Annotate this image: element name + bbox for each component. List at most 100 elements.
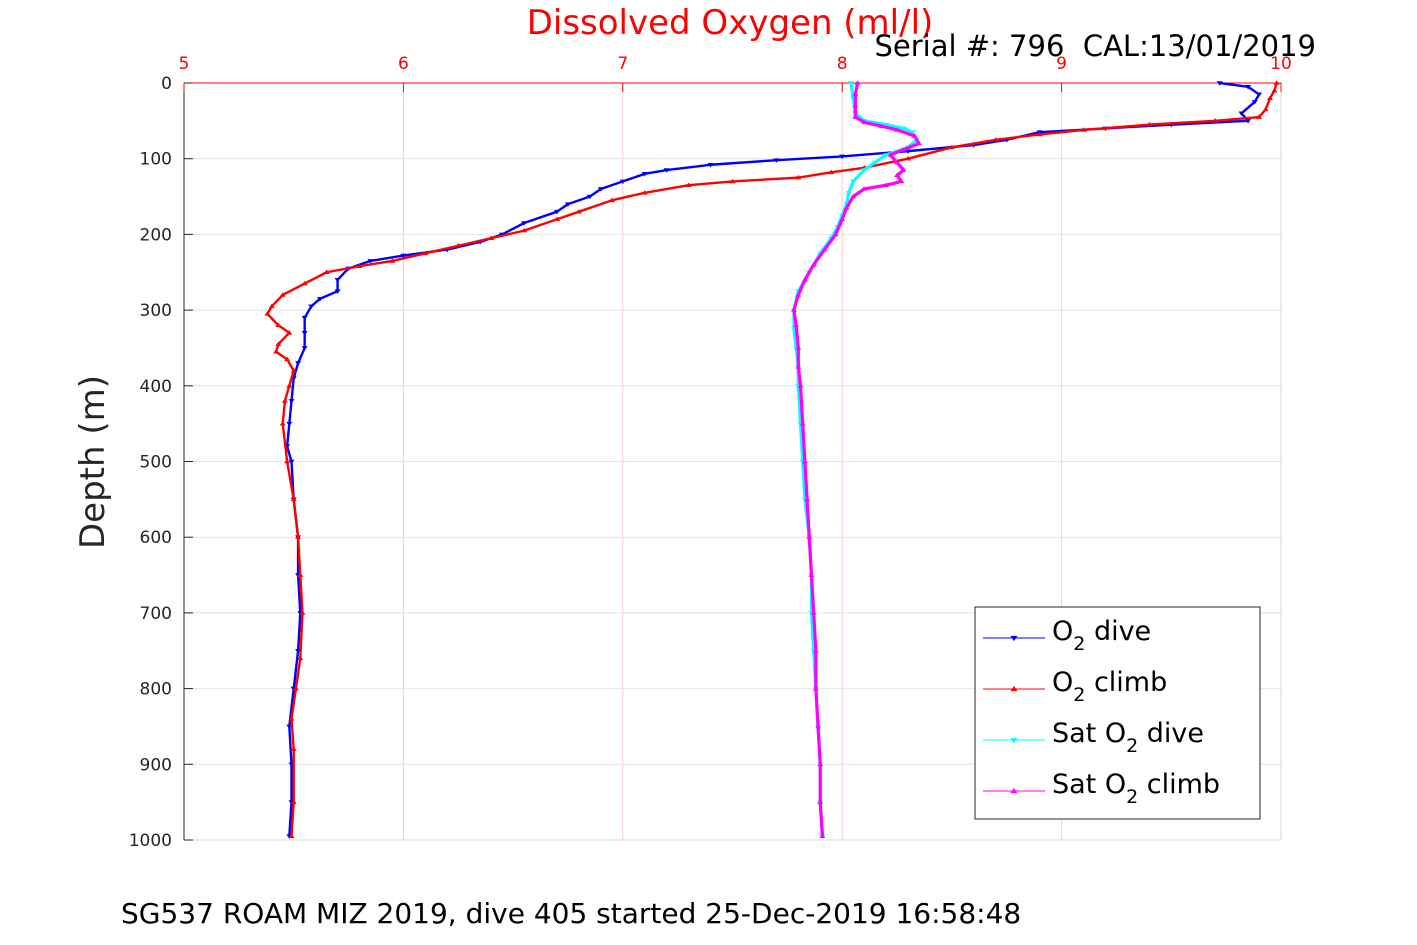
data-point-o2-climb: [608, 197, 615, 203]
data-point-o2-climb: [685, 182, 692, 187]
data-point-sat-o2-climb: [894, 127, 901, 132]
data-point-o2-climb: [295, 534, 302, 539]
data-point-o2-dive: [773, 158, 780, 163]
y-tick-label: 800: [140, 680, 172, 700]
data-point-o2-dive: [301, 315, 308, 321]
data-point-sat-o2-climb: [900, 167, 907, 172]
y-tick-label: 200: [140, 225, 172, 245]
data-point-o2-climb: [1256, 114, 1263, 119]
series-line-sat-o2-climb: [792, 82, 921, 837]
data-point-o2-climb: [299, 610, 306, 615]
data-point-sat-o2-climb: [804, 496, 811, 502]
data-point-sat-o2-climb: [795, 345, 802, 350]
data-point-sat-o2-climb: [900, 146, 907, 152]
series-sat-o2-climb: [790, 80, 922, 839]
data-point-o2-climb: [273, 349, 280, 354]
data-point-sat-o2-dive: [847, 81, 854, 86]
data-point-o2-climb: [1262, 106, 1269, 112]
y-axis-label: Depth (m): [73, 375, 113, 549]
data-point-sat-o2-climb: [799, 420, 806, 426]
y-tick-label: 900: [140, 755, 172, 775]
data-point-o2-dive: [286, 421, 293, 427]
data-point-o2-climb: [521, 227, 528, 233]
data-point-o2-climb: [286, 383, 293, 388]
data-point-o2-climb: [297, 572, 304, 577]
data-point-o2-dive: [553, 209, 560, 215]
data-point-o2-climb: [1212, 118, 1219, 123]
series-line-o2-climb: [266, 82, 1278, 837]
data-point-o2-climb: [1080, 127, 1087, 132]
legend-label-o2-dive: O2 dive: [1052, 616, 1151, 655]
data-point-o2-climb: [268, 303, 275, 309]
x-tick-label: 6: [398, 54, 409, 74]
data-point-sat-o2-dive: [900, 126, 907, 132]
data-point-sat-o2-climb: [819, 833, 826, 839]
data-point-o2-climb: [288, 833, 295, 839]
data-point-o2-climb: [422, 250, 429, 256]
data-point-o2-climb: [323, 269, 330, 275]
y-tick-label: 700: [140, 604, 172, 624]
data-point-o2-climb: [905, 156, 912, 161]
data-point-o2-climb: [284, 356, 291, 362]
data-point-sat-o2-climb: [806, 534, 813, 539]
data-point-sat-o2-climb: [915, 140, 922, 146]
series-layer: [264, 80, 1280, 839]
data-point-sat-o2-climb: [894, 159, 901, 165]
data-point-o2-climb: [301, 280, 308, 286]
data-point-o2-dive: [597, 187, 604, 192]
data-point-sat-o2-climb: [801, 277, 808, 282]
data-point-sat-o2-climb: [852, 114, 859, 119]
data-point-sat-o2-dive: [872, 160, 879, 166]
data-point-o2-climb: [275, 322, 282, 328]
y-tick-label: 300: [140, 301, 172, 321]
data-point-sat-o2-climb: [815, 723, 822, 729]
data-point-o2-climb: [1271, 87, 1278, 93]
data-point-sat-o2-climb: [832, 231, 839, 237]
data-point-o2-climb: [389, 258, 396, 263]
data-point-o2-climb: [290, 367, 297, 373]
data-point-sat-o2-dive: [845, 190, 852, 196]
chart-title: Dissolved Oxygen (ml/l): [527, 3, 934, 43]
data-point-o2-dive: [707, 162, 714, 168]
data-point-o2-climb: [288, 716, 295, 721]
data-point-o2-climb: [1036, 131, 1043, 137]
x-tick-label: 5: [179, 54, 190, 74]
data-point-o2-dive: [619, 179, 626, 185]
data-point-o2-dive: [334, 289, 341, 294]
data-point-o2-climb: [575, 208, 582, 214]
data-point-sat-o2-dive: [909, 130, 916, 135]
x-tick-label: 8: [837, 54, 848, 74]
data-point-o2-dive: [288, 459, 295, 465]
y-tick-label: 0: [161, 74, 172, 94]
data-point-o2-climb: [290, 496, 297, 502]
data-point-sat-o2-dive: [850, 179, 857, 185]
legend-label-o2-climb: O2 climb: [1052, 667, 1167, 706]
chart-subtitle: Serial #: 796 CAL:13/01/2019: [874, 29, 1316, 63]
data-point-o2-climb: [290, 746, 297, 751]
data-point-o2-climb: [356, 263, 363, 268]
data-point-o2-dive: [641, 172, 648, 177]
data-point-o2-climb: [553, 216, 560, 222]
y-tick-label: 600: [140, 528, 172, 548]
data-point-o2-climb: [795, 174, 802, 180]
y-tick-label: 500: [140, 453, 172, 473]
data-point-sat-o2-climb: [812, 648, 819, 653]
data-point-sat-o2-dive: [883, 122, 890, 128]
data-point-o2-climb: [275, 341, 282, 346]
data-point-sat-o2-climb: [810, 261, 817, 267]
data-point-o2-dive: [1238, 111, 1245, 116]
data-point-o2-dive: [1245, 119, 1252, 124]
data-point-sat-o2-climb: [898, 178, 905, 184]
data-point-o2-dive: [521, 221, 528, 226]
data-point-o2-climb: [279, 420, 286, 426]
data-point-o2-climb: [286, 330, 293, 335]
data-point-o2-dive: [288, 399, 295, 404]
y-tick-label: 100: [140, 150, 172, 170]
legend-marker-o2-climb: [1010, 685, 1018, 692]
data-point-sat-o2-climb: [861, 186, 868, 191]
y-axis-ticks: 0 100 200 300 400 500 600 700 800 900 1000: [129, 74, 193, 851]
data-point-o2-dive: [1251, 100, 1258, 105]
data-point-sat-o2-climb: [793, 322, 800, 328]
data-point-sat-o2-dive: [883, 153, 890, 158]
